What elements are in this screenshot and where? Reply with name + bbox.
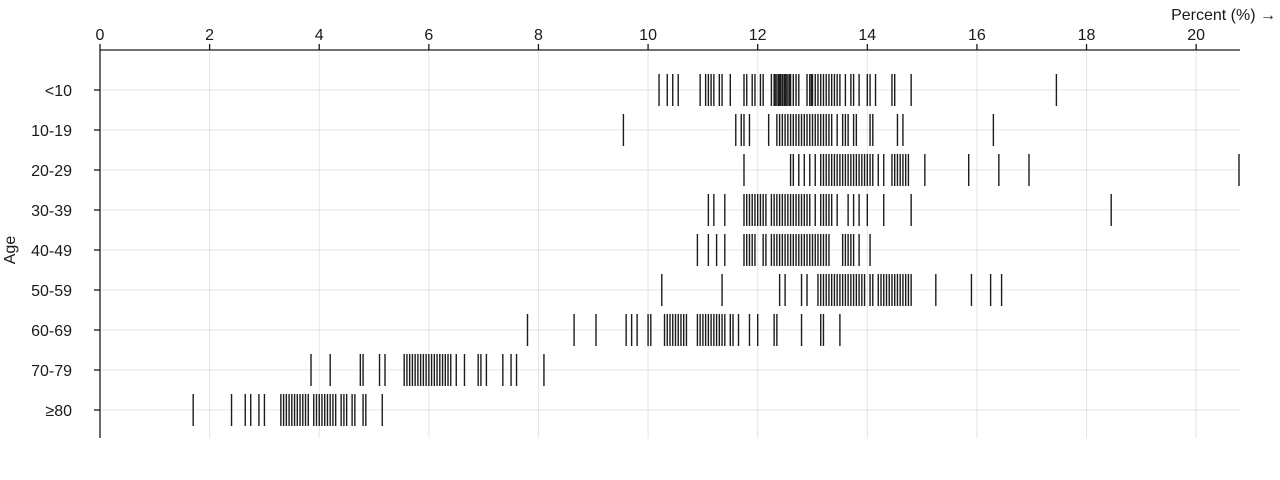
series-row xyxy=(707,194,1112,226)
x-tick-label: 6 xyxy=(424,27,433,44)
series-row xyxy=(310,354,545,386)
y-tick-label: ≥80 xyxy=(45,403,72,420)
x-tick-label: 8 xyxy=(534,27,543,44)
x-tick-label: 4 xyxy=(315,27,324,44)
y-tick-label: 70-79 xyxy=(31,363,72,380)
x-tick-label: 10 xyxy=(639,27,657,44)
x-tick-label: 18 xyxy=(1078,27,1096,44)
y-tick-label: 20-29 xyxy=(31,163,72,180)
y-tick-label: 30-39 xyxy=(31,203,72,220)
x-axis-label: Percent (%) → xyxy=(1171,7,1276,24)
series-row xyxy=(622,114,995,146)
series-row xyxy=(658,74,1058,106)
x-tick-label: 12 xyxy=(749,27,767,44)
y-tick-label: 40-49 xyxy=(31,243,72,260)
y-tick-label: 60-69 xyxy=(31,323,72,340)
y-tick-label: 10-19 xyxy=(31,123,72,140)
series-row xyxy=(743,154,1240,186)
y-tick-label: 50-59 xyxy=(31,283,72,300)
y-axis-label: Age xyxy=(2,236,19,265)
series-row xyxy=(696,234,871,266)
axis-layer: 0 2 4 6 8 10 12 14 16 18 20 <10 10-19 20-29 30-39 40-49… xyxy=(31,27,1240,438)
x-tick-label: 14 xyxy=(858,27,876,44)
x-tick-label: 16 xyxy=(968,27,986,44)
series-row xyxy=(661,274,1003,306)
series-row xyxy=(192,394,383,426)
x-tick-label: 2 xyxy=(205,27,214,44)
y-tick-label: <10 xyxy=(45,83,72,100)
series-row xyxy=(526,314,841,346)
marks-layer xyxy=(192,74,1240,426)
x-tick-label: 0 xyxy=(96,27,105,44)
grid-layer xyxy=(99,50,1240,438)
x-tick-label: 20 xyxy=(1187,27,1205,44)
